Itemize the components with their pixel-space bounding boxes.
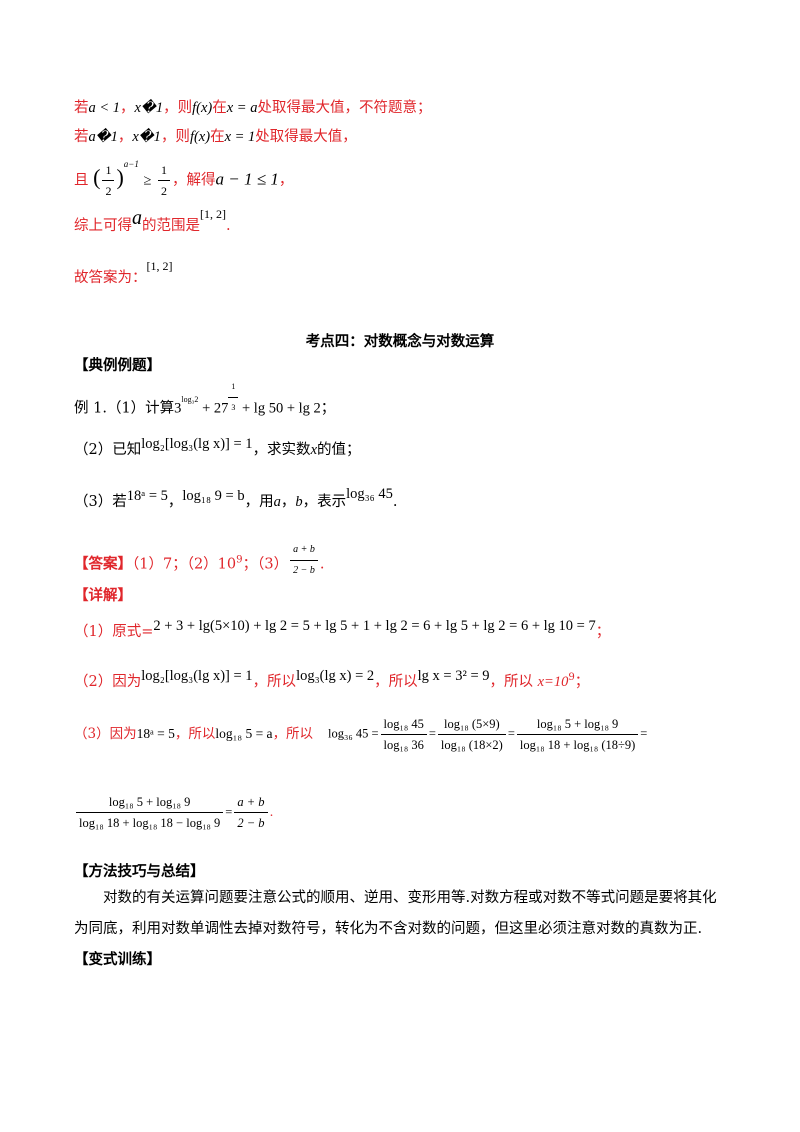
condition-line-1: 若a < 1，x�1，则f(x)在x = a处取得最大值，不符题意； — [74, 100, 432, 116]
answer-line-top: 故答案为：[1, 2] — [74, 259, 173, 286]
log-chain: log₃₆ 45 = log₁₈ 45 log₁₈ 36 = log₁₈ (5×9) lo… — [328, 714, 647, 755]
conclusion-line: 综上可得a的范围是[1, 2]. — [74, 207, 231, 234]
example-question-2: （2）已知log₂[log₃(lg x)] = 1，求实数x的值； — [74, 436, 361, 458]
method-heading: 【方法技巧与总结】 — [74, 863, 205, 880]
example-heading: 【典例例题】 — [74, 357, 161, 374]
condition-line-2: 若a�1，x�1，则f(x)在x = 1处取得最大值， — [74, 129, 357, 145]
practice-heading: 【变式训练】 — [74, 951, 161, 968]
explain-heading: 【详解】 — [74, 587, 132, 604]
condition-line-3: 且 (1 2)a−1 ≥ 1 2 ，解得a − 1 ≤ 1， — [74, 159, 293, 201]
explain-step-4: log₁₈ 5 + log₁₈ 9 log₁₈ 18 + log₁₈ 18 − l… — [74, 792, 274, 833]
method-paragraph: 对数的有关运算问题要注意公式的顺用、逆用、变形用等.对数方程或对数不等式问题是要… — [74, 890, 717, 937]
example-question-1: 例 1.（1）计算3log₃2 + 27 1 3 + lg 50 + lg 2； — [74, 382, 335, 429]
explain-step-3: （3）因为18ᵃ = 5，所以log₁₈ 5 = a，所以 log₃₆ 45 =… — [74, 717, 647, 752]
example-question-3: （3）若18ᵃ = 5，log₁₈ 9 = b，用a，b，表示log₃₆ 45. — [74, 486, 398, 510]
explain-step-2: （2）因为log₂[log₃(lg x)] = 1，所以log₃(lg x) =… — [74, 668, 590, 690]
section-title: 考点四：对数概念与对数运算 — [305, 333, 495, 350]
explain-step-1: （1）原式=2 + 3 + lg(5×10) + lg 2 = 5 + lg 5… — [74, 618, 611, 640]
